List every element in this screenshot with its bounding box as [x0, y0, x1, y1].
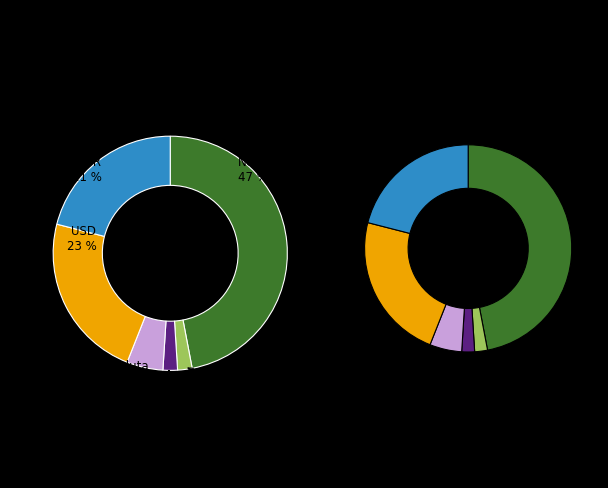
Wedge shape	[468, 145, 572, 350]
Wedge shape	[170, 137, 288, 368]
Wedge shape	[472, 308, 488, 352]
Text: 3 442 164: 3 442 164	[116, 270, 224, 289]
Text: Annen valuta
5 %: Annen valuta 5 %	[70, 359, 149, 387]
Wedge shape	[174, 320, 192, 370]
Text: GBP
2 %: GBP 2 %	[150, 371, 174, 405]
Text: Millioner  kroner: Millioner kroner	[116, 231, 224, 244]
Wedge shape	[461, 309, 475, 352]
Wedge shape	[163, 322, 178, 370]
Wedge shape	[127, 317, 166, 370]
Text: 1. kv 2015: 1. kv 2015	[131, 97, 221, 112]
Text: NOK
47 %: NOK 47 %	[238, 156, 268, 183]
Wedge shape	[368, 145, 468, 234]
Text: JPY
2 %: JPY 2 %	[188, 368, 228, 399]
Wedge shape	[365, 223, 446, 345]
Wedge shape	[430, 305, 465, 352]
Wedge shape	[57, 137, 170, 237]
Text: USD
23 %: USD 23 %	[67, 224, 97, 252]
Text: i alt: i alt	[157, 249, 183, 263]
Wedge shape	[53, 224, 145, 363]
Text: EUR
21 %: EUR 21 %	[72, 156, 102, 183]
